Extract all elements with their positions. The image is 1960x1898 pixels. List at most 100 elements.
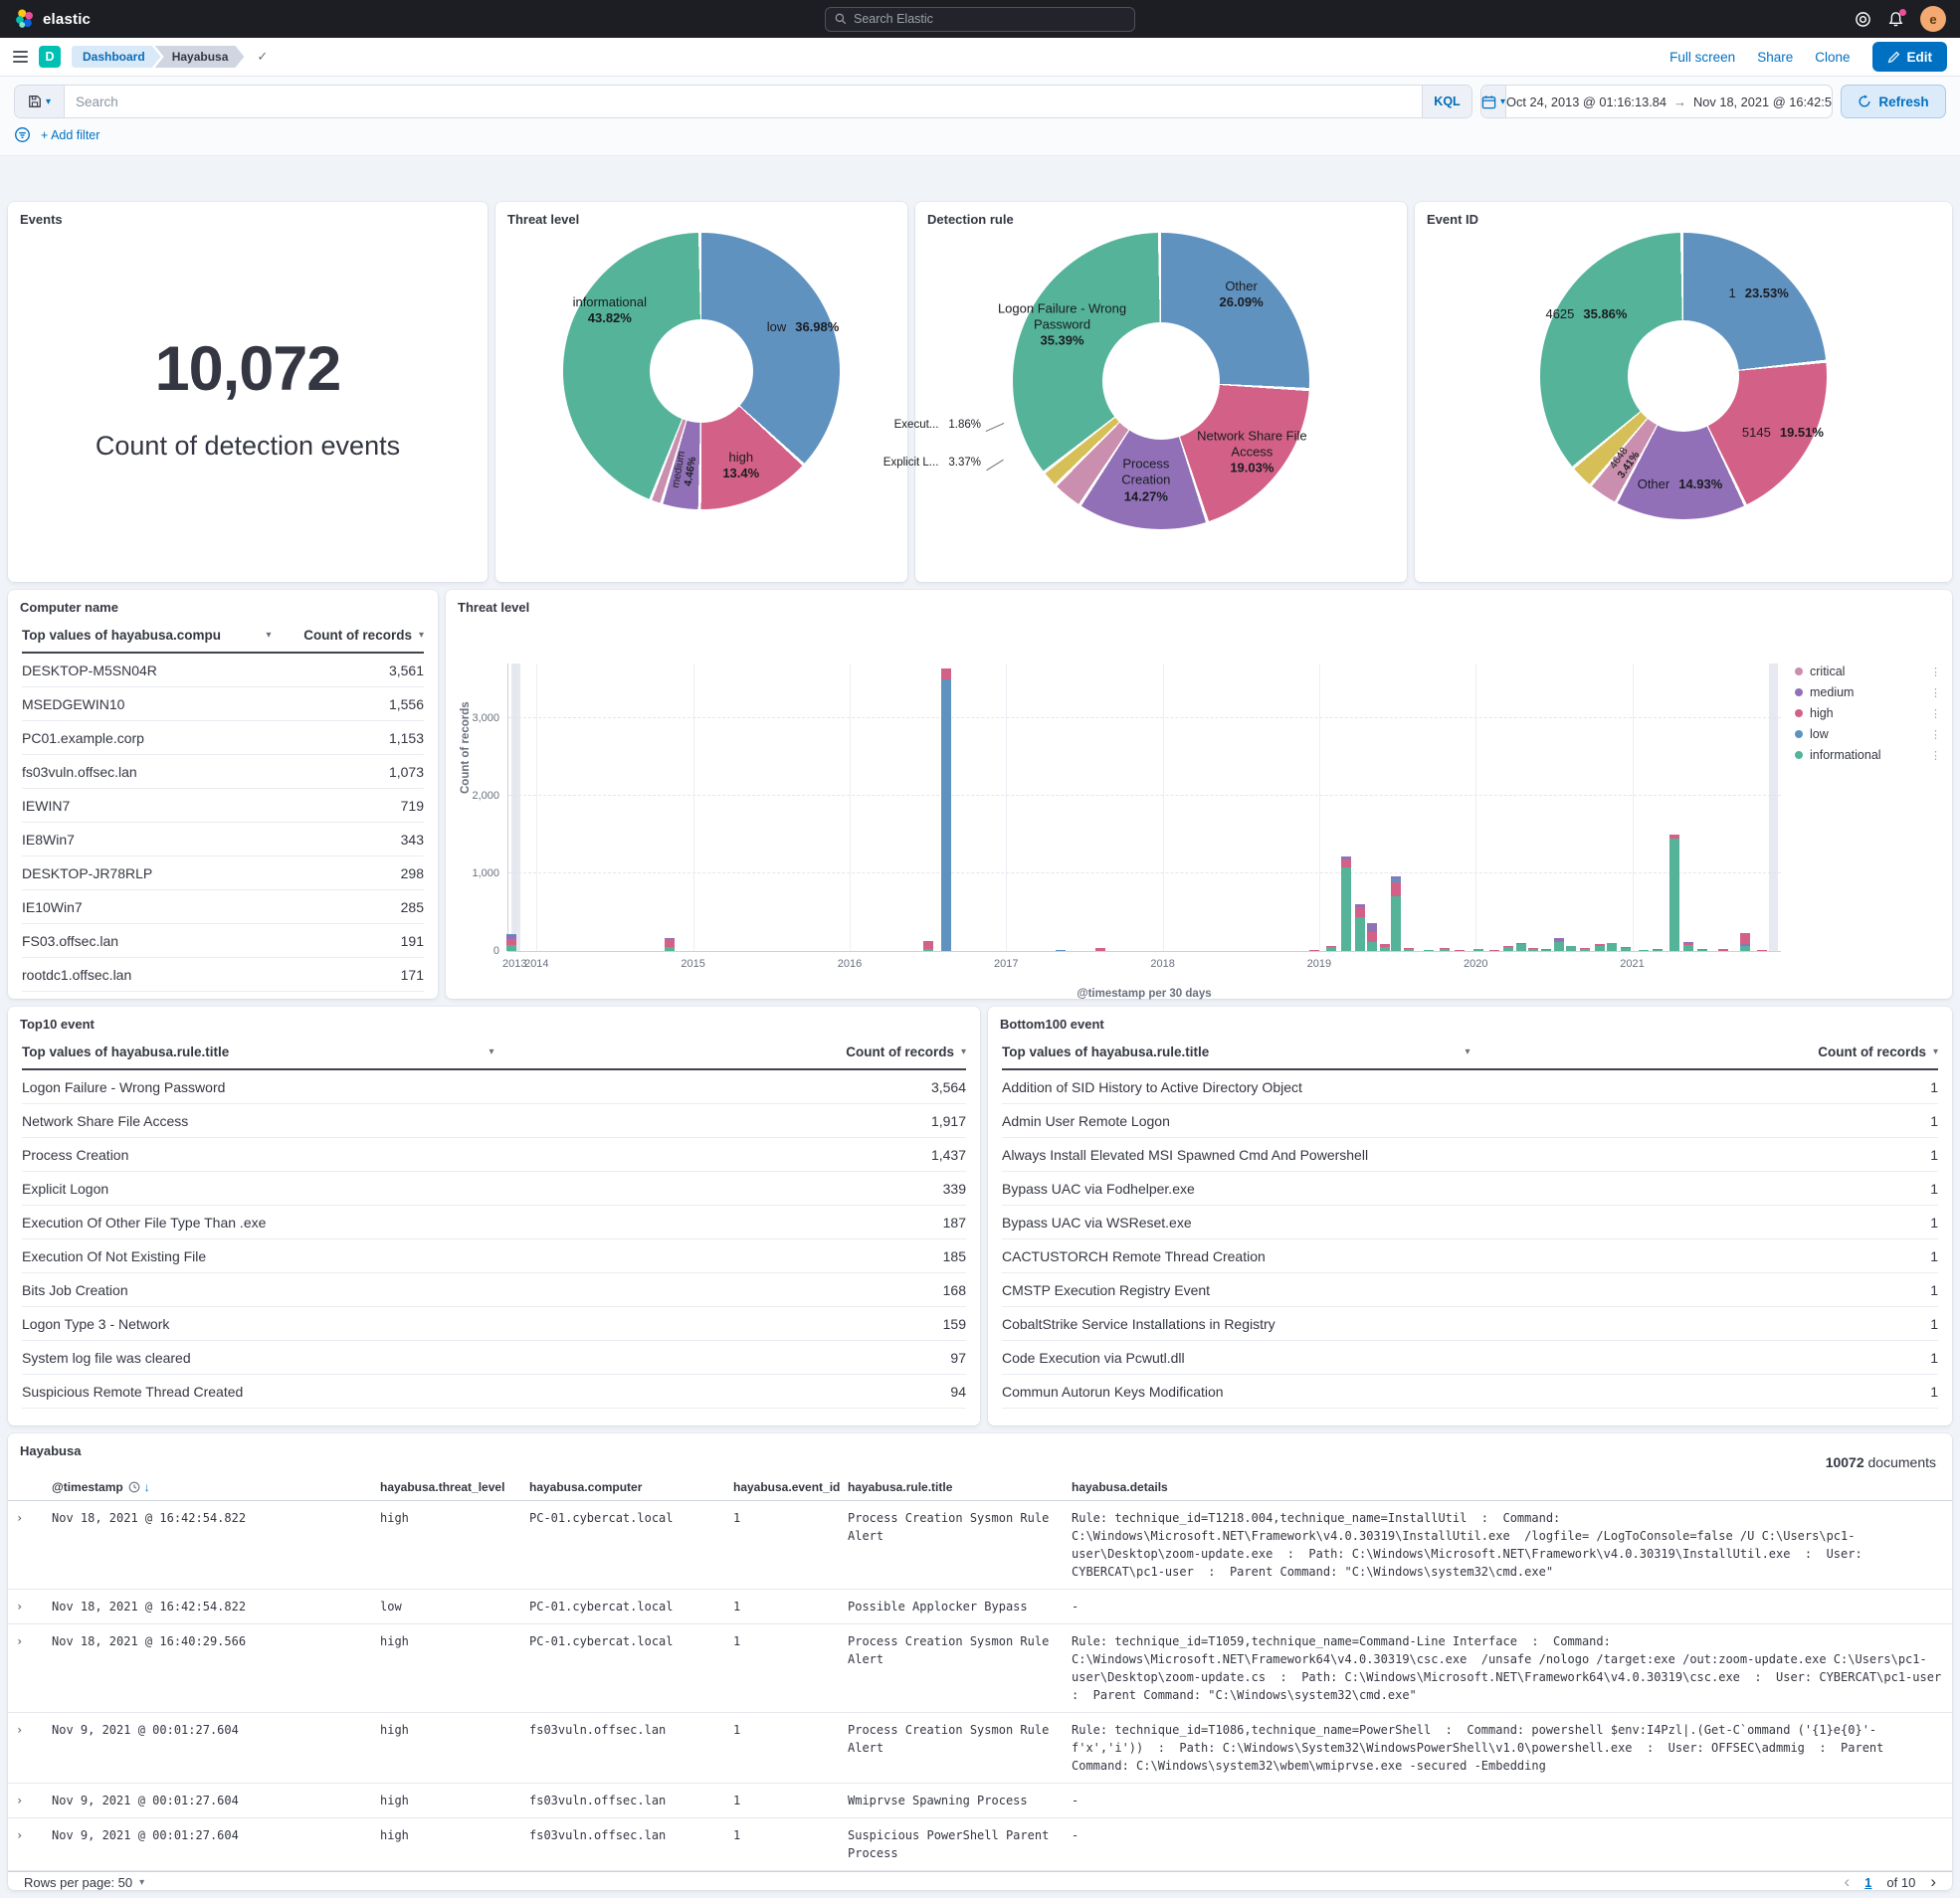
column-header-count[interactable]: Count of records ▾ <box>1818 1044 1938 1059</box>
column-header-hayabusa.event_id[interactable]: hayabusa.event_id <box>725 1474 840 1501</box>
expand-row-icon[interactable]: › <box>16 1723 24 1737</box>
breadcrumb-check-icon[interactable]: ✓ <box>257 49 269 64</box>
bar-stack[interactable] <box>1607 942 1618 951</box>
table-row[interactable]: Suspicious Remote Thread Created 94 <box>22 1375 966 1409</box>
column-header-hayabusa.details[interactable]: hayabusa.details <box>1064 1474 1952 1501</box>
table-row[interactable]: CMSTP Execution Registry Event 1 <box>1002 1273 1938 1307</box>
bar-stack[interactable] <box>1553 937 1564 951</box>
table-row[interactable]: Explicit Logon 339 <box>22 1172 966 1206</box>
table-row[interactable]: Logon Failure - Wrong Password 3,564 <box>22 1070 966 1104</box>
table-row[interactable]: Execution Of Not Existing File 185 <box>22 1239 966 1273</box>
legend-item-informational[interactable]: informational ⋮ <box>1795 748 1941 762</box>
bar-stack[interactable] <box>1473 948 1484 951</box>
help-icon[interactable] <box>1855 11 1871 28</box>
bar-stack[interactable] <box>1367 923 1378 951</box>
column-header-hayabusa.rule.title[interactable]: hayabusa.rule.title <box>840 1474 1064 1501</box>
table-row[interactable]: Process Creation 1,437 <box>22 1138 966 1172</box>
bar-stack[interactable] <box>1340 855 1351 951</box>
calendar-menu-button[interactable]: ▾ <box>1481 86 1507 117</box>
bar-stack[interactable] <box>1439 948 1450 951</box>
legend-menu-icon[interactable]: ⋮ <box>1930 728 1941 741</box>
donut-chart[interactable] <box>1013 233 1309 529</box>
bar-stack[interactable] <box>1621 946 1632 951</box>
bar-stack[interactable] <box>1326 945 1337 951</box>
kql-toggle-button[interactable]: KQL <box>1422 86 1471 117</box>
date-range-picker[interactable]: ▾ Oct 24, 2013 @ 01:16:13.84 → Nov 18, 2… <box>1480 85 1833 118</box>
bar-stack[interactable] <box>1566 945 1577 951</box>
next-page-icon[interactable]: › <box>1930 1872 1936 1891</box>
donut-chart[interactable] <box>1540 233 1827 519</box>
table-row[interactable]: System log file was cleared 97 <box>22 1341 966 1375</box>
expand-row-icon[interactable]: › <box>16 1511 24 1525</box>
sort-descending-icon[interactable]: ↓ <box>143 1480 150 1494</box>
menu-icon[interactable] <box>13 51 28 63</box>
table-row[interactable]: Logon Type 3 - Network 159 <box>22 1307 966 1341</box>
dashboard-app-icon[interactable]: D <box>39 46 61 68</box>
bar-stack[interactable] <box>1056 949 1067 951</box>
bar-stack[interactable] <box>1638 950 1649 951</box>
table-row[interactable]: Bits Job Creation 168 <box>22 1273 966 1307</box>
previous-page-icon[interactable]: ‹ <box>1844 1872 1851 1891</box>
bar-stack[interactable] <box>1403 947 1414 951</box>
table-row[interactable]: CobaltStrike Service Installations in Re… <box>1002 1307 1938 1341</box>
legend-item-critical[interactable]: critical ⋮ <box>1795 664 1941 678</box>
bar-stack[interactable] <box>1424 949 1435 951</box>
bar-stack[interactable] <box>1739 933 1750 951</box>
bar-stack[interactable] <box>1094 948 1105 951</box>
current-page-button[interactable]: 1 <box>1864 1874 1872 1890</box>
expand-row-icon[interactable]: › <box>16 1634 24 1648</box>
expand-row-icon[interactable]: › <box>16 1600 24 1613</box>
table-row[interactable]: rootdc1.offsec.lan 171 <box>22 958 424 992</box>
table-row[interactable]: Addition of SID History to Active Direct… <box>1002 1070 1938 1104</box>
breadcrumb-hayabusa[interactable]: Hayabusa <box>155 46 245 68</box>
column-header-values[interactable]: Top values of hayabusa.rule.title ▾ <box>22 1044 494 1059</box>
table-row[interactable]: IE10Win7 285 <box>22 890 424 924</box>
table-row[interactable]: Admin User Remote Logon 1 <box>1002 1104 1938 1138</box>
bar-stack[interactable] <box>922 940 933 951</box>
bar-stack[interactable] <box>1580 948 1591 951</box>
legend-item-low[interactable]: low ⋮ <box>1795 727 1941 741</box>
elastic-logo[interactable]: elastic <box>14 8 91 30</box>
column-header-hayabusa.threat_level[interactable]: hayabusa.threat_level <box>372 1474 521 1501</box>
bar-stack[interactable] <box>1354 903 1365 951</box>
add-filter-button[interactable]: + Add filter <box>41 127 100 142</box>
chart-plot-area[interactable]: 2013 2014 2015 2016 2017 2018 2019 2020 2021 0 1,0… <box>472 664 1781 970</box>
bar-stack[interactable] <box>1652 948 1663 951</box>
legend-menu-icon[interactable]: ⋮ <box>1930 707 1941 720</box>
filter-icon[interactable] <box>14 126 31 143</box>
table-row[interactable]: Bypass UAC via Fodhelper.exe 1 <box>1002 1172 1938 1206</box>
legend-item-medium[interactable]: medium ⋮ <box>1795 685 1941 699</box>
column-header-values[interactable]: Top values of hayabusa.compu ▾ <box>22 628 272 643</box>
column-header-hayabusa.computer[interactable]: hayabusa.computer <box>521 1474 725 1501</box>
saved-query-menu-button[interactable]: ▾ <box>15 86 65 117</box>
breadcrumb-dashboard[interactable]: Dashboard <box>72 46 161 68</box>
notifications-bell-icon[interactable] <box>1887 8 1906 28</box>
table-row[interactable]: Network Share File Access 1,917 <box>22 1104 966 1138</box>
table-row[interactable]: Execution Of Other File Type Than .exe 18… <box>22 1206 966 1239</box>
column-header-@timestamp[interactable]: @timestamp ↓ <box>44 1474 372 1501</box>
table-row[interactable]: MSEDGEWIN10 1,556 <box>22 687 424 721</box>
legend-menu-icon[interactable]: ⋮ <box>1930 665 1941 678</box>
refresh-button[interactable]: Refresh <box>1841 85 1946 118</box>
bar-stack[interactable] <box>1541 948 1552 951</box>
table-row[interactable]: CACTUSTORCH Remote Thread Creation 1 <box>1002 1239 1938 1273</box>
donut-chart[interactable] <box>563 233 840 509</box>
table-row[interactable]: Always Install Elevated MSI Spawned Cmd … <box>1002 1138 1938 1172</box>
column-header-count[interactable]: Count of records ▾ <box>846 1044 966 1059</box>
bar-stack[interactable] <box>1594 944 1605 951</box>
clone-link[interactable]: Clone <box>1815 49 1851 65</box>
bar-stack[interactable] <box>665 938 676 951</box>
bar-stack[interactable] <box>1379 943 1390 951</box>
edit-button[interactable]: Edit <box>1871 42 1947 72</box>
bar-stack[interactable] <box>1528 947 1539 951</box>
column-header-count[interactable]: Count of records ▾ <box>303 628 424 643</box>
global-search-input[interactable]: Search Elastic <box>825 6 1135 32</box>
legend-menu-icon[interactable]: ⋮ <box>1930 686 1941 699</box>
legend-item-high[interactable]: high ⋮ <box>1795 706 1941 720</box>
table-row[interactable]: Bypass UAC via WSReset.exe 1 <box>1002 1206 1938 1239</box>
bar-stack[interactable] <box>506 933 517 951</box>
column-header-values[interactable]: Top values of hayabusa.rule.title ▾ <box>1002 1044 1470 1059</box>
bar-stack[interactable] <box>1669 834 1680 951</box>
table-row[interactable]: DESKTOP-M5SN04R 3,561 <box>22 654 424 687</box>
bar-stack[interactable] <box>1489 949 1500 951</box>
